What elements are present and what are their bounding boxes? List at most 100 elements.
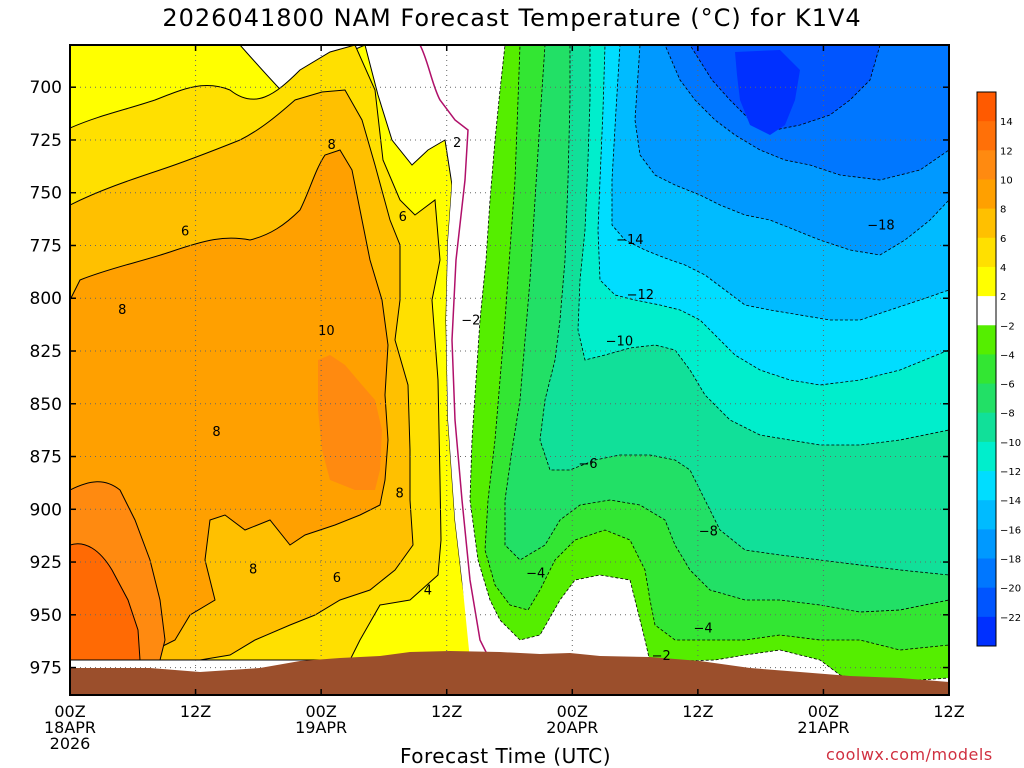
colorbar-swatch (977, 266, 996, 297)
colorbar-swatch (977, 92, 996, 122)
colorbar-label: −12 (1000, 467, 1021, 478)
colorbar-swatch (977, 441, 996, 472)
y-axis: 700 725 750 775 800 825 850 875 900 925 950 975 (30, 78, 949, 679)
y-tick-label: 950 (30, 606, 62, 626)
contour-label: 4 (424, 583, 432, 598)
x-tick-label: 12Z (180, 702, 211, 721)
colorbar-swatch (977, 237, 996, 268)
contour-zero (419, 45, 491, 661)
colorbar-swatch (977, 471, 996, 501)
colorbar-label: 14 (1000, 117, 1013, 128)
region-cold-m22 (735, 50, 800, 135)
colorbar: 14 12 10 8 6 4 2 −2 −4 −6 −8 −10 −12 −14 −16 −18 −20 −22 (976, 91, 1021, 647)
y-tick-label: 725 (30, 131, 62, 151)
colorbar-swatch (977, 296, 996, 326)
colorbar-label: −22 (1000, 613, 1021, 624)
contour-label: −18 (867, 218, 894, 233)
x-tick-label: 00Z (557, 702, 588, 721)
colorbar-label: −14 (1000, 496, 1021, 507)
contour-label: 2 (453, 136, 461, 151)
contour-label: −2 (461, 313, 480, 328)
contour-label: 6 (181, 225, 189, 240)
colorbar-label: 8 (1000, 205, 1006, 216)
x-tick-label: 20APR (546, 718, 598, 737)
y-tick-label: 850 (30, 395, 62, 415)
contour-label: −2 (652, 649, 671, 664)
colorbar-label: −4 (1000, 350, 1015, 361)
colorbar-swatch (977, 325, 996, 355)
x-tick-label: 18APR (44, 718, 96, 737)
contour-label: −14 (616, 233, 643, 248)
colorbar-swatch (977, 558, 996, 589)
contour-label: 8 (212, 425, 220, 440)
plot-frame (69, 44, 950, 696)
colorbar-swatch (977, 121, 996, 151)
colorbar-label: −2 (1000, 321, 1015, 332)
contour-label: 8 (327, 138, 335, 153)
contour-label: −10 (606, 334, 633, 349)
colorbar-swatch (977, 179, 996, 210)
colorbar-swatch (977, 616, 996, 647)
x-tick-label: 00Z (54, 702, 85, 721)
x-tick-label: 12Z (682, 702, 713, 721)
colorbar-swatch (977, 383, 996, 414)
colorbar-swatch (977, 208, 996, 239)
colorbar-frame (976, 91, 997, 647)
contour-label: 8 (249, 562, 257, 577)
region-warm-12-14b (70, 543, 141, 661)
region-warm-10-12 (318, 355, 382, 490)
x-axis-title: Forecast Time (UTC) (400, 744, 612, 768)
gridlines (70, 45, 949, 695)
colorbar-label: −16 (1000, 525, 1021, 536)
y-tick-label: 800 (30, 289, 62, 309)
temperature-field (70, 45, 949, 695)
contour-label: −8 (699, 524, 718, 539)
contour-label: −4 (526, 567, 545, 582)
contour-label: 8 (395, 486, 403, 501)
colorbar-label: 12 (1000, 146, 1013, 157)
source-credit: coolwx.com/models (826, 745, 993, 764)
colorbar-swatch (977, 412, 996, 443)
terrain (70, 651, 949, 695)
x-tick-label: 00Z (305, 702, 336, 721)
colorbar-label: 6 (1000, 234, 1006, 245)
contour-label: 6 (399, 210, 407, 225)
colorbar-label: −18 (1000, 555, 1021, 566)
colorbar-label: −10 (1000, 438, 1021, 449)
region-warm-8-10 (70, 149, 389, 661)
colorbar-swatch (977, 150, 996, 180)
y-tick-label: 700 (30, 78, 62, 98)
x-tick-label: 00Z (808, 702, 839, 721)
y-tick-label: 750 (30, 184, 62, 204)
colorbar-swatch (977, 500, 996, 530)
colorbar-label: 2 (1000, 292, 1006, 303)
colorbar-swatch (977, 529, 996, 560)
contour-label: −6 (578, 457, 597, 472)
x-tick-label: 2026 (50, 734, 91, 753)
colorbar-swatch (977, 587, 996, 618)
y-tick-label: 875 (30, 448, 62, 468)
y-tick-label: 900 (30, 500, 62, 520)
contour-label: −12 (627, 288, 654, 303)
region-near-zero (446, 45, 505, 660)
x-tick-label: 19APR (295, 718, 347, 737)
contour-labels: 2 8 6 6 −14 −18 8 −12 −2 10 −10 8 −6 8 −8 8 6 −4 4 −4 −2 (118, 136, 895, 664)
colorbar-label: 10 (1000, 175, 1013, 186)
contour-label: −4 (694, 621, 713, 636)
y-tick-label: 825 (30, 342, 62, 362)
x-tick-label: 21APR (797, 718, 849, 737)
chart-title: 2026041800 NAM Forecast Temperature (°C)… (162, 4, 862, 32)
contour-label: 6 (333, 571, 341, 586)
x-tick-label: 12Z (431, 702, 462, 721)
colorbar-label: −20 (1000, 584, 1021, 595)
colorbar-label: −6 (1000, 380, 1015, 391)
x-tick-label: 12Z (933, 702, 964, 721)
contour-label: 10 (318, 324, 335, 339)
y-tick-label: 775 (30, 236, 62, 256)
y-tick-label: 975 (30, 659, 62, 679)
y-tick-label: 925 (30, 553, 62, 573)
contour-label: 8 (118, 303, 126, 318)
colorbar-label: −8 (1000, 409, 1015, 420)
